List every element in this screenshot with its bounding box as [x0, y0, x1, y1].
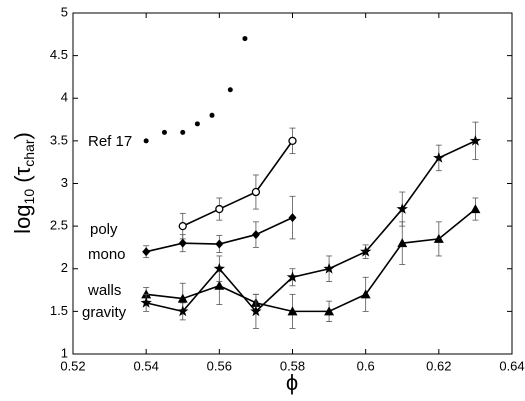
point [194, 121, 200, 127]
point [143, 138, 149, 144]
point [213, 262, 225, 274]
series-line [145, 140, 476, 313]
point [433, 151, 445, 163]
point [469, 134, 482, 146]
point [251, 230, 260, 240]
x-tick-label: 0.52 [60, 358, 85, 373]
point [177, 293, 188, 303]
series-label: mono [88, 246, 126, 263]
y-tick-label: 4.5 [50, 47, 68, 62]
point [177, 305, 189, 317]
point [396, 203, 408, 214]
point [180, 129, 186, 135]
point [360, 289, 371, 299]
point [360, 245, 372, 257]
point [287, 306, 298, 316]
series-label: Ref 17 [88, 133, 132, 150]
point [470, 204, 481, 214]
x-tick-label: 0.64 [499, 358, 524, 373]
point [215, 239, 224, 249]
point [209, 112, 215, 118]
point [286, 271, 299, 283]
point [140, 296, 152, 308]
point [141, 289, 152, 299]
point [142, 247, 151, 257]
point [178, 238, 187, 248]
point [178, 221, 187, 231]
x-tick-label: 0.54 [134, 358, 159, 373]
y-tick-label: 1 [61, 345, 68, 360]
y-axis-label-part: log [10, 204, 35, 233]
point [433, 233, 444, 243]
point [397, 238, 408, 248]
y-tick-label: 2 [61, 260, 68, 275]
x-tick-label: 0.56 [207, 358, 232, 373]
point [288, 136, 297, 146]
y-tick-label: 4 [61, 90, 68, 105]
y-tick-label: 3.5 [50, 132, 68, 147]
x-tick-label: 0.6 [357, 358, 375, 373]
point [161, 129, 167, 135]
point [323, 262, 335, 274]
y-tick-label: 5 [61, 4, 68, 19]
y-tick-label: 2.5 [50, 218, 68, 233]
x-tick-label: 0.58 [280, 358, 305, 373]
series-label: walls [87, 282, 121, 299]
series-label: gravity [82, 304, 127, 321]
y-axis-label-part: 10 [21, 189, 37, 205]
series-line [146, 208, 476, 313]
series-line [182, 140, 294, 227]
point [324, 306, 335, 316]
point [288, 213, 297, 223]
point [251, 187, 261, 197]
y-axis-label-part: ) [10, 132, 35, 139]
point [242, 36, 248, 42]
point [215, 204, 224, 214]
y-axis-label-part: char [21, 139, 37, 167]
y-axis-label-part: (τ [10, 166, 35, 188]
x-tick-label: 0.62 [426, 358, 451, 373]
y-axis-label: log10 (τchar) [10, 132, 37, 234]
point [227, 87, 233, 93]
point [250, 305, 262, 317]
series-label: poly [90, 221, 118, 238]
y-tick-label: 3 [61, 175, 68, 190]
y-tick-label: 1.5 [50, 303, 68, 318]
x-axis-label: ϕ [286, 370, 298, 395]
point [214, 280, 225, 290]
